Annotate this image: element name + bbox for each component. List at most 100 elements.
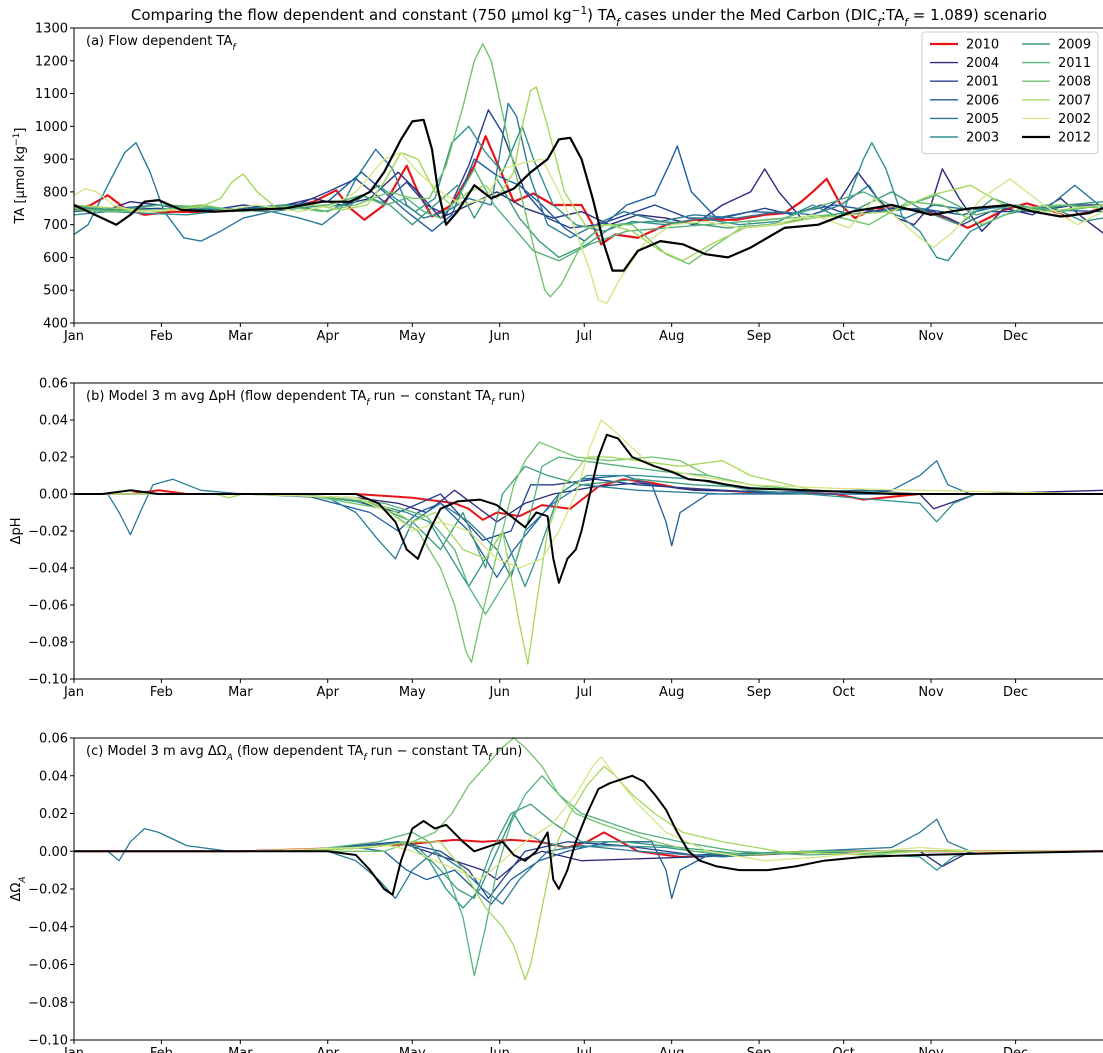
legend-label-2001: 2001 <box>966 75 999 90</box>
y-tick-label: 1100 <box>35 87 68 102</box>
x-tick-label-mar: Mar <box>228 685 253 700</box>
y-tick-label: 0.02 <box>39 451 68 466</box>
y-tick-label: 400 <box>43 317 68 332</box>
series-line-2012 <box>74 774 1103 896</box>
x-tick-label-aug: Aug <box>659 329 684 344</box>
series-line-2004 <box>74 482 1103 523</box>
y-tick-label: 0.06 <box>39 732 68 747</box>
y-tick-label: 700 <box>43 218 68 233</box>
series-line-2009 <box>74 465 1103 569</box>
y-tick-label: −0.10 <box>28 1034 68 1049</box>
x-tick-label-apr: Apr <box>316 329 339 344</box>
x-tick-label-dec: Dec <box>1003 329 1028 344</box>
y-tick-label: 0.04 <box>39 414 68 429</box>
series-line-2012 <box>74 433 1103 584</box>
x-tick-label-jan: Jan <box>63 329 84 344</box>
x-tick-label-apr: Apr <box>316 685 339 700</box>
panels: 400 500 600 700 800 900 1000 1100 1200 1300 Jan Feb… <box>9 22 1103 1053</box>
legend-label-2009: 2009 <box>1058 38 1091 53</box>
legend-label-2002: 2002 <box>1058 112 1091 127</box>
legend-label-2006: 2006 <box>966 93 999 108</box>
y-tick-label: −0.04 <box>28 920 68 935</box>
x-tick-label-feb: Feb <box>150 329 173 344</box>
series-line-2012 <box>74 118 1103 272</box>
x-tick-label-jan: Jan <box>63 1046 84 1053</box>
series-line-2008 <box>74 43 1103 298</box>
series-line-2010 <box>74 831 1103 858</box>
x-tick-label-mar: Mar <box>228 329 253 344</box>
y-axis-label: ΔΩA <box>9 876 28 901</box>
series-line-2011 <box>74 775 1103 977</box>
y-tick-label: 0.00 <box>39 488 68 503</box>
x-tick-label-sep: Sep <box>747 329 772 344</box>
legend-frame <box>921 31 1099 155</box>
x-tick-label-mar: Mar <box>228 1046 253 1053</box>
series-line-2002 <box>74 419 1103 569</box>
legend-label-2004: 2004 <box>966 56 999 71</box>
x-tick-label-may: May <box>399 329 426 344</box>
x-tick-label-feb: Feb <box>150 1046 173 1053</box>
legend-label-2005: 2005 <box>966 112 999 127</box>
series-line-2007 <box>74 765 1103 981</box>
series-line-2008 <box>74 441 1103 664</box>
legend: 2010 2004 2001 2006 2005 2003 2009 2011 2008 2007… <box>921 31 1099 155</box>
panel-label: (c) Model 3 m avg ΔΩA (flow dependent TA… <box>86 744 522 763</box>
panel-c: −0.10 −0.08 −0.06 −0.04 −0.02 0.00 0.02 0.04 0.0… <box>9 732 1103 1053</box>
y-tick-label: −0.02 <box>28 883 68 898</box>
series-line-2006 <box>74 841 1103 905</box>
figure-title: Comparing the flow dependent and constan… <box>131 5 1047 29</box>
y-tick-label: 500 <box>43 284 68 299</box>
x-tick-label-jun: Jun <box>489 685 510 700</box>
x-tick-label-oct: Oct <box>832 685 854 700</box>
series-group <box>74 419 1103 665</box>
x-tick-label-jan: Jan <box>63 685 84 700</box>
x-tick-label-nov: Nov <box>918 685 944 700</box>
series-line-2002 <box>74 756 1103 881</box>
y-tick-label: 0.06 <box>39 377 68 392</box>
y-tick-label: 900 <box>43 153 68 168</box>
y-tick-label: −0.10 <box>28 673 68 688</box>
series-line-2003 <box>74 812 1103 909</box>
panel-a: 400 500 600 700 800 900 1000 1100 1200 1300 Jan Feb… <box>12 22 1103 344</box>
y-tick-label: −0.04 <box>28 562 68 577</box>
y-tick-label: −0.08 <box>28 996 68 1011</box>
y-tick-label: 1200 <box>35 54 68 69</box>
y-tick-label: 1300 <box>35 22 68 37</box>
x-tick-label-dec: Dec <box>1003 685 1028 700</box>
x-tick-label-jul: Jul <box>575 1046 592 1053</box>
y-tick-label: −0.06 <box>28 599 68 614</box>
series-line-2005 <box>74 818 1103 905</box>
x-tick-label-oct: Oct <box>832 329 854 344</box>
x-tick-label-jun: Jun <box>489 1046 510 1053</box>
legend-label-2007: 2007 <box>1058 93 1091 108</box>
series-line-2001 <box>74 841 1103 900</box>
y-tick-label: 1000 <box>35 120 68 135</box>
x-tick-label-sep: Sep <box>747 685 772 700</box>
x-tick-label-aug: Aug <box>659 1046 684 1053</box>
x-tick-label-may: May <box>399 685 426 700</box>
y-tick-label: 800 <box>43 185 68 200</box>
x-tick-label-nov: Nov <box>918 1046 944 1053</box>
series-group <box>74 43 1103 304</box>
y-tick-label: −0.06 <box>28 958 68 973</box>
x-tick-label-aug: Aug <box>659 685 684 700</box>
series-group <box>74 738 1103 981</box>
panel-label: (a) Flow dependent TAf <box>86 34 237 53</box>
panel-b: −0.10 −0.08 −0.06 −0.04 −0.02 0.00 0.02 0.04 0.0… <box>9 377 1103 700</box>
panel-label: (b) Model 3 m avg ΔpH (flow dependent TA… <box>86 389 525 408</box>
legend-label-2010: 2010 <box>966 38 999 53</box>
x-tick-label-feb: Feb <box>150 685 173 700</box>
x-tick-label-jul: Jul <box>575 685 592 700</box>
x-tick-label-jul: Jul <box>575 329 592 344</box>
x-tick-label-jun: Jun <box>489 329 510 344</box>
x-tick-label-oct: Oct <box>832 1046 854 1053</box>
y-tick-label: 600 <box>43 251 68 266</box>
legend-label-2011: 2011 <box>1058 56 1091 71</box>
legend-label-2003: 2003 <box>966 131 999 146</box>
y-tick-label: −0.08 <box>28 636 68 651</box>
legend-label-2012: 2012 <box>1058 131 1091 146</box>
x-tick-label-sep: Sep <box>747 1046 772 1053</box>
y-tick-label: 0.00 <box>39 845 68 860</box>
x-tick-label-nov: Nov <box>918 329 944 344</box>
